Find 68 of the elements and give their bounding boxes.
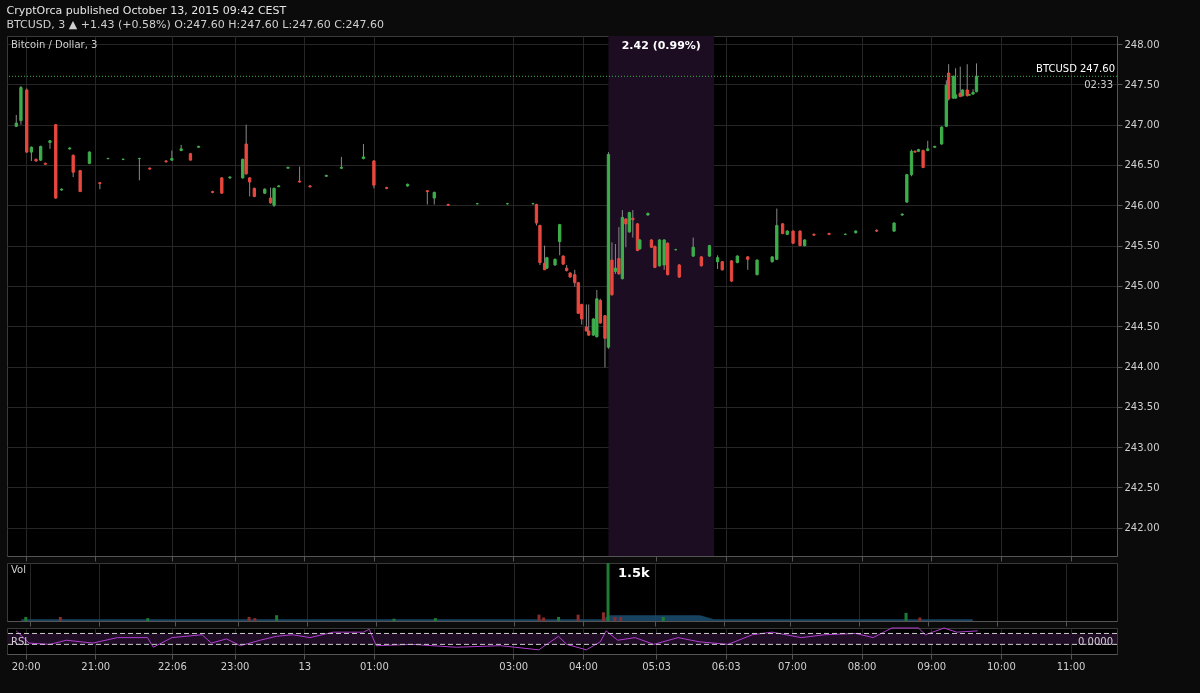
y-tick-label: 246.00 (1124, 199, 1160, 211)
bar (613, 616, 617, 621)
bar (619, 616, 623, 621)
y-tick-label: 244.50 (1124, 320, 1160, 332)
bar (253, 618, 257, 621)
bar (247, 616, 251, 621)
candlestick (613, 243, 618, 275)
annotation: Bitcoin / Dollar, 3 (11, 39, 98, 50)
chart-title: CryptOrca published October 13, 2015 09:42 CEST (6, 4, 287, 17)
bar (904, 612, 908, 621)
bar (58, 616, 62, 621)
chart-title: Vol (11, 564, 26, 575)
bar (433, 618, 437, 621)
candlestick (587, 303, 591, 337)
y-tick-label: 245.00 (1124, 280, 1160, 292)
candlestick (558, 223, 562, 256)
x-tick-label: 11:00 (1056, 660, 1086, 672)
candlestick (729, 259, 734, 283)
candlestick (624, 217, 628, 248)
candlestick (170, 149, 174, 162)
bar (275, 615, 279, 621)
annotation: 02:33 (1084, 79, 1113, 90)
x-tick-label: 20:00 (11, 660, 41, 672)
x-tick-label: 06:03 (711, 660, 741, 672)
x-tick-label: 23:00 (220, 660, 250, 672)
y-tick-label: 246.50 (1124, 159, 1160, 171)
y-tick-label: 242.00 (1124, 522, 1160, 534)
ref-line-label: BTCUSD 247.60 (1036, 63, 1115, 75)
y-tick-label: 243.50 (1124, 401, 1160, 413)
x-tick-label: 21:00 (81, 660, 111, 672)
y-tick-label: 247.00 (1124, 119, 1160, 131)
x-tick-label: 03:00 (499, 660, 529, 672)
bar (146, 618, 150, 621)
x-tick-label: 07:00 (777, 660, 807, 672)
x-tick-label: 13 (298, 660, 312, 672)
x-tick-label: 04:00 (568, 660, 598, 672)
candlestick (584, 303, 589, 332)
x-tick-label: 10:00 (986, 660, 1016, 672)
y-tick-label: 243.00 (1124, 441, 1160, 453)
y-tick-label: 242.50 (1124, 481, 1160, 493)
bar (576, 614, 580, 621)
bar (918, 617, 922, 621)
bar (542, 617, 546, 621)
x-tick-label: 09:00 (917, 660, 947, 672)
y-tick-label: 247.50 (1124, 78, 1160, 90)
candlestick (48, 139, 52, 150)
x-tick-label: 22:06 (157, 660, 187, 672)
candlestick (248, 176, 252, 197)
bar (24, 616, 28, 621)
candlestick (691, 237, 695, 258)
bar (557, 616, 561, 621)
candlestick (940, 125, 944, 146)
chart-subtitle: BTCUSD, 3 ▲ +1.43 (+0.58%) O:247.60 H:247.60 L:247.60 C:247.60 (6, 18, 385, 31)
y-tick-label: 244.00 (1124, 361, 1160, 373)
bar (606, 563, 610, 621)
y-tick-label: 245.50 (1124, 240, 1160, 252)
y-tick-label: 248.00 (1124, 38, 1160, 50)
band-label: 2.42 (0.99%) (621, 39, 701, 52)
x-tick-label: 08:00 (847, 660, 877, 672)
candlestick (98, 181, 102, 190)
bar (537, 614, 541, 621)
candlestick (631, 209, 635, 239)
bar (661, 616, 665, 621)
x-tick-label: 01:00 (359, 660, 389, 672)
x-tick-label: 05:03 (642, 660, 671, 672)
annotation: 1.5k (618, 565, 651, 580)
candlestick (617, 226, 621, 276)
bar (601, 612, 605, 621)
